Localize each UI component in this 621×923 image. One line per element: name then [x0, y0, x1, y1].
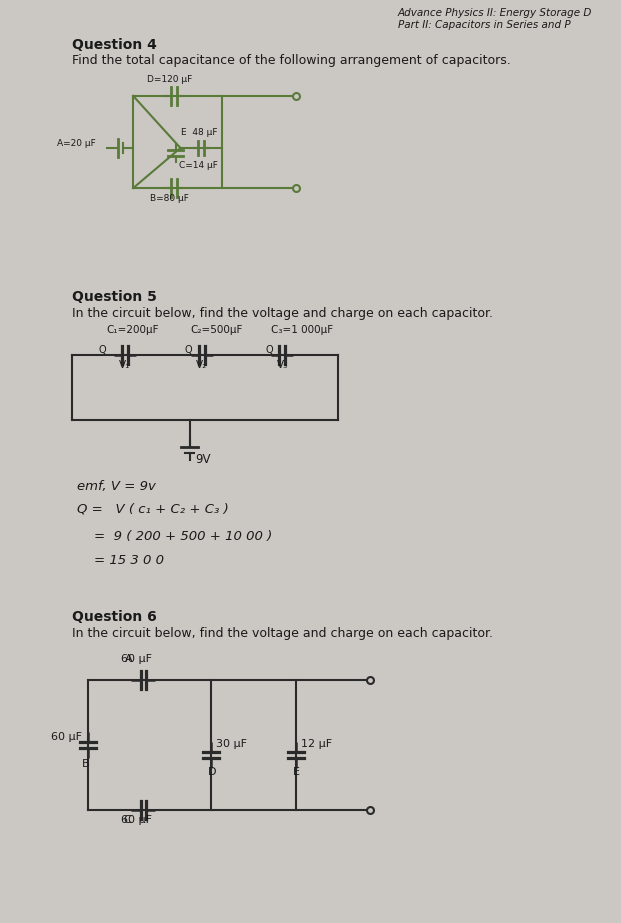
Text: Find the total capacitance of the following arrangement of capacitors.: Find the total capacitance of the follow… — [72, 54, 511, 67]
Text: 12 μF: 12 μF — [301, 739, 332, 749]
Text: Question 5: Question 5 — [72, 290, 157, 304]
Text: V₂: V₂ — [196, 360, 207, 370]
Text: = 15 3 0 0: = 15 3 0 0 — [77, 554, 164, 567]
Text: D: D — [208, 767, 217, 777]
Text: A: A — [125, 654, 132, 664]
Text: Q: Q — [99, 345, 106, 355]
Text: C: C — [123, 815, 131, 825]
Text: A=20 μF: A=20 μF — [57, 139, 96, 149]
Text: Advance Physics II: Energy Storage D: Advance Physics II: Energy Storage D — [398, 8, 592, 18]
Text: In the circuit below, find the voltage and charge on each capacitor.: In the circuit below, find the voltage a… — [72, 627, 493, 640]
Text: B: B — [83, 759, 90, 769]
Text: 60 μF: 60 μF — [51, 732, 82, 742]
Text: 60 μF: 60 μF — [120, 815, 152, 825]
Text: Question 6: Question 6 — [72, 610, 157, 624]
Text: C₃=1 000μF: C₃=1 000μF — [271, 325, 333, 335]
Text: C₂=500μF: C₂=500μF — [191, 325, 243, 335]
Text: Part II: Capacitors in Series and P: Part II: Capacitors in Series and P — [398, 20, 571, 30]
Text: =  9 ( 200 + 500 + 10 00 ): = 9 ( 200 + 500 + 10 00 ) — [77, 530, 272, 543]
Text: Q =   V ( c₁ + C₂ + C₃ ): Q = V ( c₁ + C₂ + C₃ ) — [77, 502, 229, 515]
Text: E  48 μF: E 48 μF — [181, 128, 217, 137]
Text: D=120 μF: D=120 μF — [147, 75, 192, 84]
Text: E: E — [293, 767, 301, 777]
Text: Q: Q — [185, 345, 193, 355]
Text: 60 μF: 60 μF — [120, 654, 152, 664]
Text: 9V: 9V — [195, 453, 211, 466]
Text: In the circuit below, find the voltage and charge on each capacitor.: In the circuit below, find the voltage a… — [72, 307, 493, 320]
Text: 30 μF: 30 μF — [215, 739, 247, 749]
Text: emf, V = 9v: emf, V = 9v — [77, 480, 156, 493]
Text: Q: Q — [265, 345, 273, 355]
Text: C=14 μF: C=14 μF — [179, 161, 217, 170]
Text: V₃: V₃ — [276, 360, 288, 370]
Text: V₁: V₁ — [119, 360, 130, 370]
Text: B=80 μF: B=80 μF — [150, 194, 189, 203]
Text: C₁=200μF: C₁=200μF — [106, 325, 159, 335]
Text: Question 4: Question 4 — [72, 38, 157, 52]
